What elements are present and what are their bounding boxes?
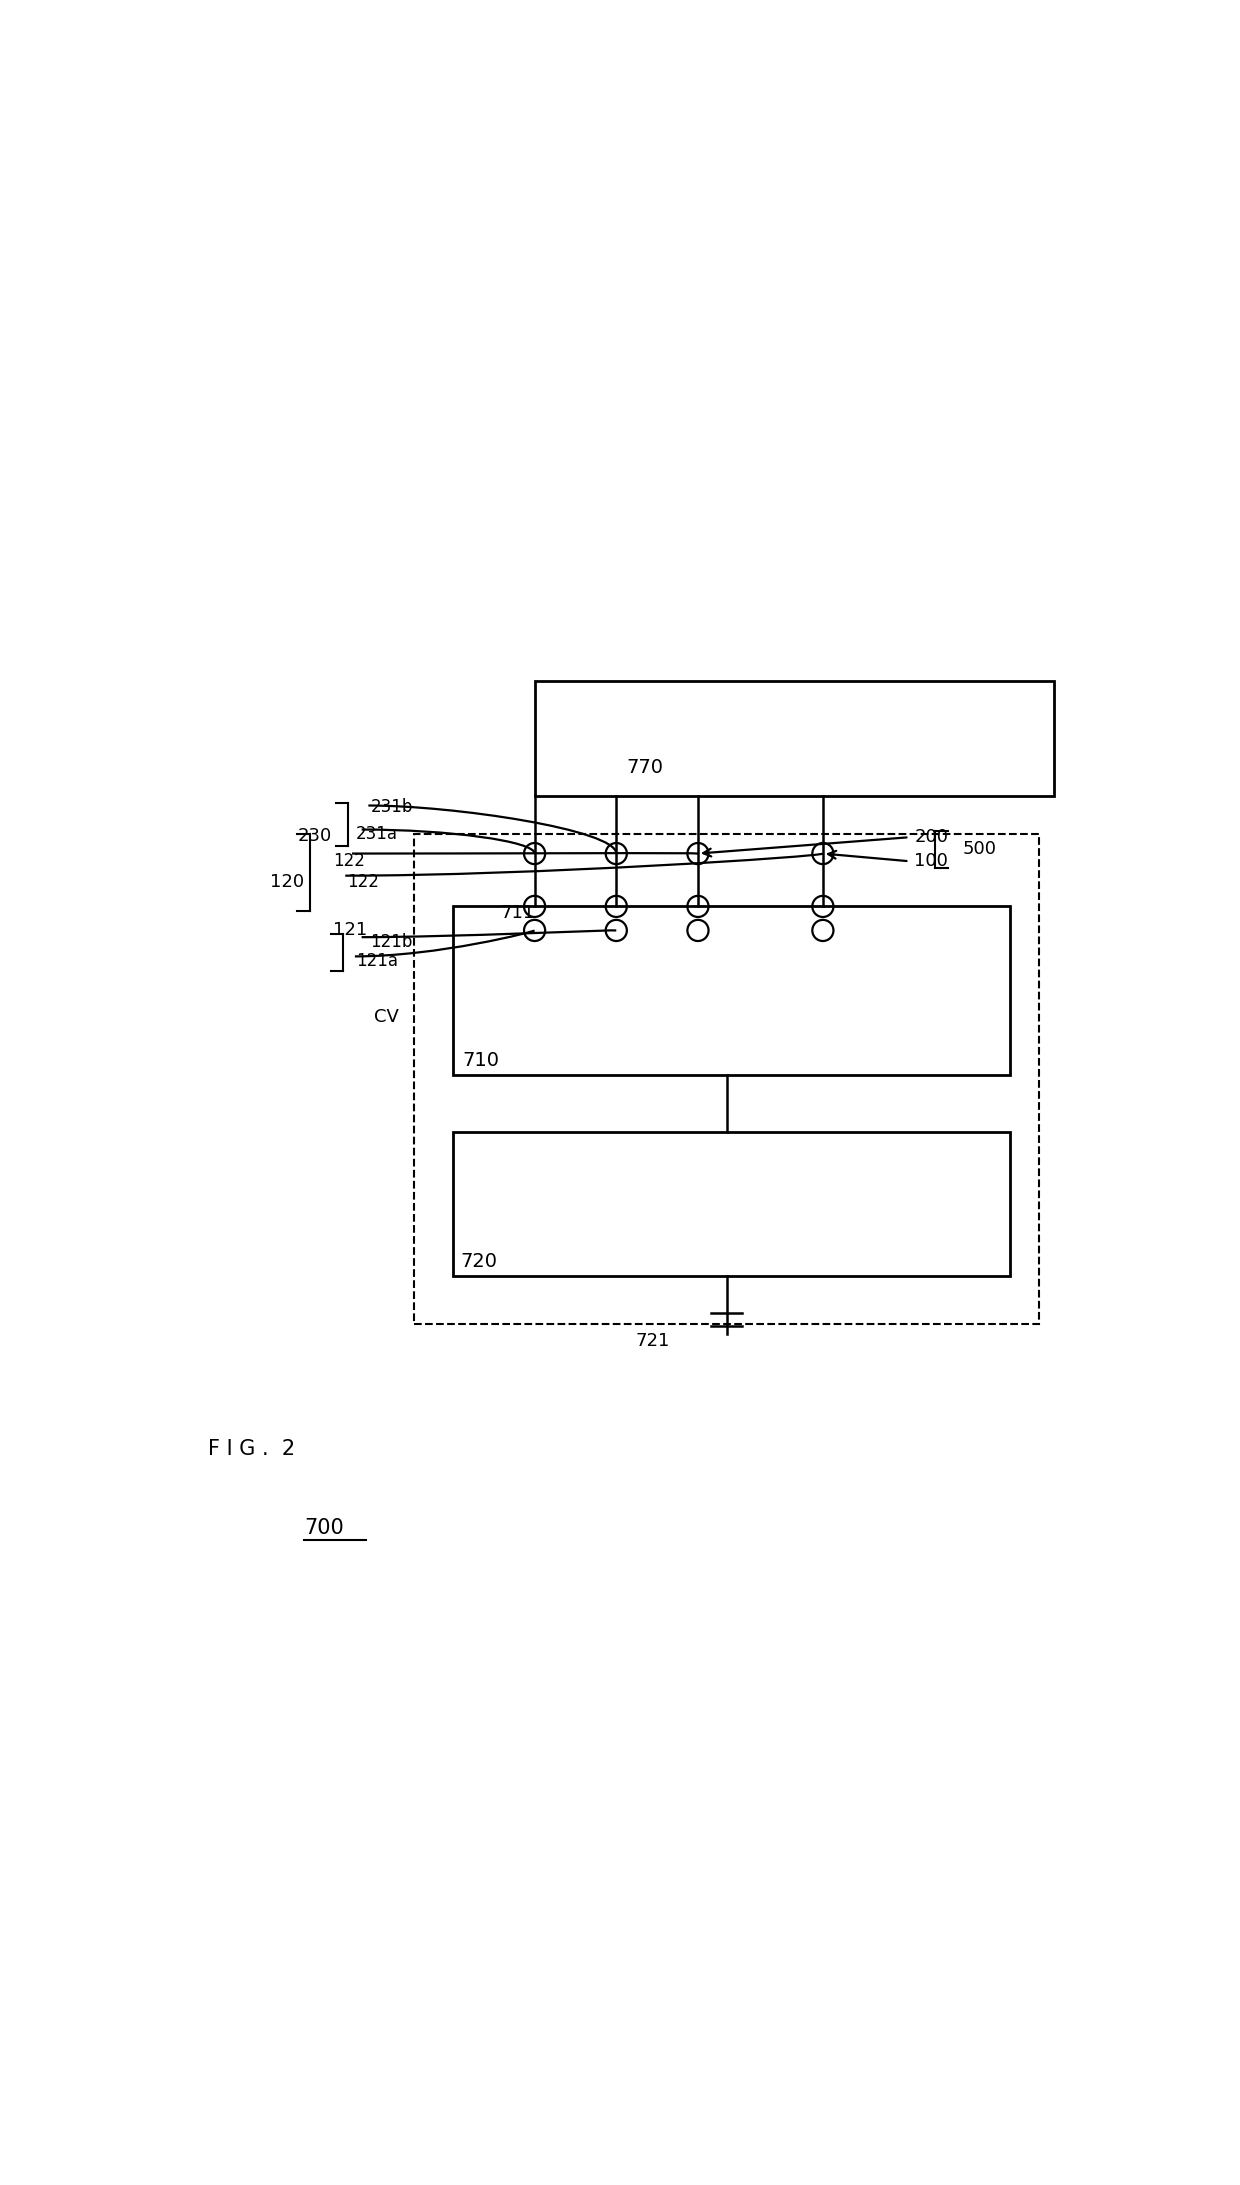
Text: 122: 122	[347, 874, 379, 891]
Text: 710: 710	[463, 1051, 500, 1071]
Text: CV: CV	[374, 1007, 399, 1027]
Text: 770: 770	[626, 758, 663, 776]
Text: 200: 200	[914, 828, 949, 846]
Text: 120: 120	[270, 874, 305, 891]
Text: 231a: 231a	[356, 826, 398, 843]
Text: 721: 721	[635, 1333, 670, 1350]
Text: 122: 122	[332, 852, 365, 870]
Text: 711: 711	[501, 905, 536, 922]
Bar	[414, 835, 1039, 1324]
Text: 121b: 121b	[371, 933, 413, 950]
Bar	[453, 907, 1011, 1075]
Text: 700: 700	[304, 1519, 343, 1538]
Text: 500: 500	[962, 839, 996, 859]
Text: 720: 720	[460, 1252, 497, 1272]
Text: 231b: 231b	[371, 798, 413, 817]
Bar	[534, 680, 1054, 795]
Bar	[453, 1132, 1011, 1276]
Text: 100: 100	[914, 852, 949, 870]
Text: 121: 121	[332, 922, 367, 940]
Text: F I G .  2: F I G . 2	[208, 1440, 295, 1460]
Text: 230: 230	[298, 828, 331, 846]
Text: 121a: 121a	[356, 953, 398, 970]
